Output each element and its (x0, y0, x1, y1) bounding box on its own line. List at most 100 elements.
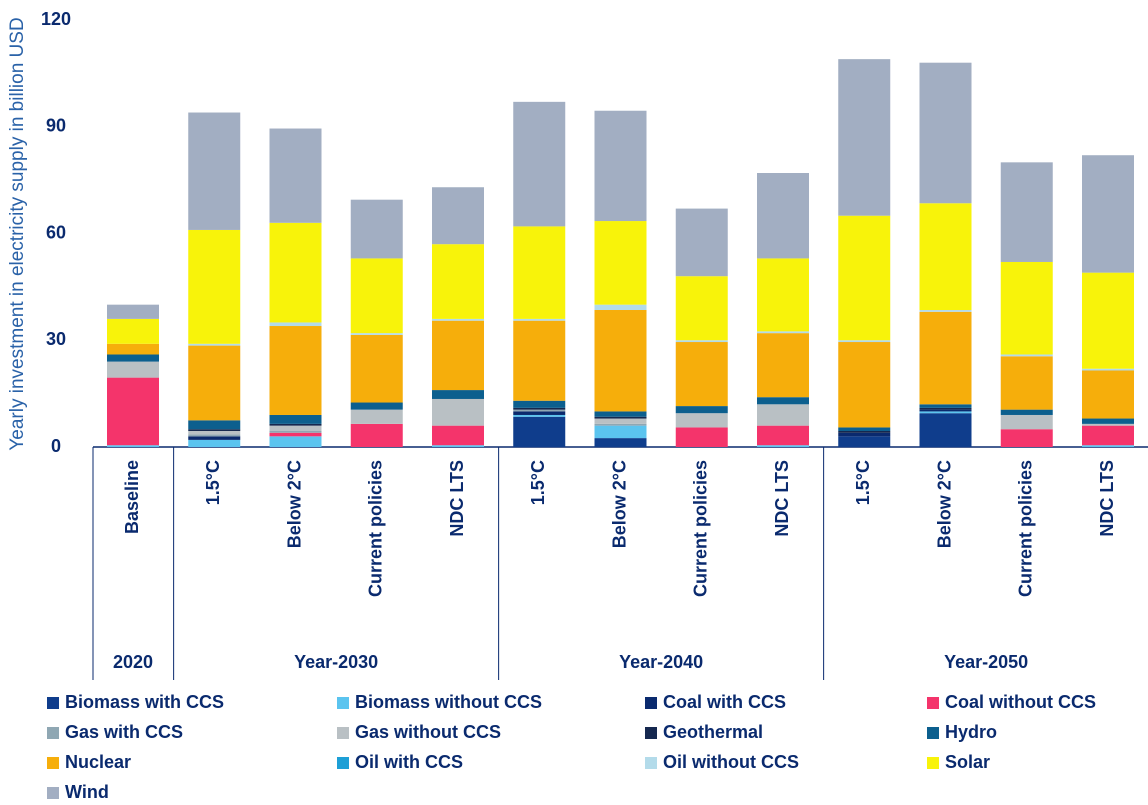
x-tick-label: Current policies (1016, 460, 1036, 597)
legend-label: Geothermal (663, 722, 763, 742)
y-tick-label: 30 (46, 329, 66, 349)
bar-segment (107, 361, 159, 378)
bar-segment (1000, 261, 1053, 355)
bar-segment (919, 407, 972, 410)
legend-label: Biomass with CCS (65, 692, 224, 712)
bar-segment (432, 425, 484, 446)
bar-segment (594, 418, 647, 424)
bar-segment (919, 310, 972, 312)
bar-segment (1000, 354, 1053, 357)
bar-segment (107, 304, 159, 319)
bar-segment (838, 432, 891, 437)
bar-segment (188, 429, 241, 431)
bar-segment (188, 430, 241, 435)
x-tick-label: Baseline (122, 460, 142, 534)
bar-segment (1082, 368, 1134, 371)
x-tick-label: 1.5°C (203, 460, 223, 505)
bar-segment (919, 62, 972, 204)
legend-label: Coal without CCS (945, 692, 1096, 712)
bar-segment (757, 397, 809, 405)
bar-segment (432, 318, 484, 321)
bar-segment (1082, 425, 1134, 446)
bar-segment (1000, 429, 1053, 447)
bar-segment (919, 411, 972, 414)
bar-segment (188, 436, 241, 440)
y-axis-label: Yearly investment in electricity supply … (7, 17, 28, 450)
legend-swatch (645, 727, 657, 739)
bar-segment (675, 276, 728, 341)
bar-segment (675, 406, 728, 414)
bar-segment (757, 425, 809, 446)
x-tick-label: NDC LTS (772, 460, 792, 537)
bar-segment (350, 423, 403, 447)
bar-segment (269, 423, 322, 426)
bar-segment (1082, 423, 1134, 426)
x-tick-label: Current policies (691, 460, 711, 597)
bar-segment (513, 400, 566, 408)
bar-segment (919, 409, 972, 412)
x-tick-label: 1.5°C (853, 460, 873, 505)
bar-segment (188, 345, 241, 421)
bar-segment (269, 222, 322, 323)
legend-swatch (645, 757, 657, 769)
bar-segment (1000, 414, 1053, 430)
bar-segment (432, 244, 484, 319)
group-label: Year-2040 (619, 652, 703, 672)
bar-segment (188, 229, 241, 344)
bar-segment (188, 420, 241, 430)
bar-segment (188, 343, 241, 346)
bar-segment (513, 101, 566, 227)
bar-segment (350, 199, 403, 259)
bar-segment (107, 445, 159, 447)
y-tick-label: 120 (41, 9, 71, 29)
bar-segment (675, 413, 728, 428)
y-tick-label: 0 (51, 436, 61, 456)
bar-segment (513, 409, 566, 412)
bar-segment (838, 436, 891, 447)
bar-segment (513, 411, 566, 415)
group-label: Year-2030 (294, 652, 378, 672)
bar-segment (1082, 272, 1134, 369)
bar-segment (432, 187, 484, 245)
x-tick-label: Below 2°C (284, 460, 304, 548)
bar-segment (269, 436, 322, 447)
bar-segment (269, 322, 322, 327)
legend-swatch (337, 727, 349, 739)
bar-segment (1082, 445, 1134, 447)
bar-segment (838, 430, 891, 433)
bar-segment (350, 258, 403, 334)
bar-segment (594, 221, 647, 305)
bar-segment (594, 411, 647, 417)
legend-swatch (927, 697, 939, 709)
group-label: Year-2050 (944, 652, 1028, 672)
bar-segment (594, 310, 647, 412)
legend-swatch (47, 727, 59, 739)
y-tick-label: 90 (46, 116, 66, 136)
bar-segment (757, 173, 809, 259)
bar-segment (594, 423, 647, 426)
y-tick-label: 60 (46, 222, 66, 242)
bar-segment (919, 203, 972, 311)
bar-segment (269, 432, 322, 437)
bar-segment (594, 425, 647, 439)
bar-segment (513, 318, 566, 321)
legend-label: Biomass without CCS (355, 692, 542, 712)
bar-segment (513, 416, 566, 447)
bar-segment (188, 439, 241, 447)
bar-segment (838, 340, 891, 343)
bar-segment (757, 331, 809, 334)
bar-segment (757, 258, 809, 332)
bar-segment (675, 340, 728, 343)
bar-segment (350, 334, 403, 403)
bar-segment (107, 318, 159, 344)
bar-segment (594, 110, 647, 222)
x-tick-label: Below 2°C (934, 460, 954, 548)
bar-segment (1000, 356, 1053, 410)
bar-segment (675, 342, 728, 407)
bar-segment (838, 342, 891, 428)
bar-segment (675, 427, 728, 447)
bar-segment (350, 409, 403, 424)
legend-swatch (337, 697, 349, 709)
bar-segment (513, 320, 566, 401)
